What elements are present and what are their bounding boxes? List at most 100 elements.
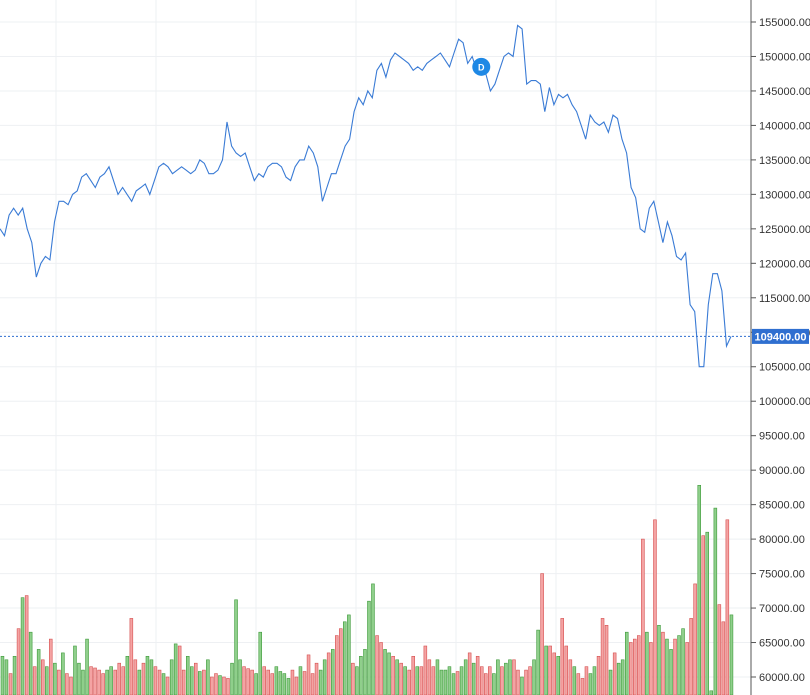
volume-bar [181, 669, 186, 695]
volume-bar [194, 662, 198, 695]
volume-bar [93, 667, 97, 695]
volume-bar [77, 662, 81, 695]
volume-bar [314, 662, 319, 695]
volume-bar [701, 535, 705, 695]
volume-bar [600, 618, 605, 695]
volume-bar [479, 666, 484, 695]
volume-bar [234, 599, 238, 695]
volume-bar [536, 629, 540, 695]
volume-bar [576, 673, 581, 695]
y-tick-label: 90000.00 [759, 465, 805, 477]
volume-bar [186, 655, 190, 695]
volume-bar [330, 649, 335, 695]
volume-bar [596, 655, 601, 695]
volume-bar [447, 666, 452, 695]
volume-bar [636, 635, 641, 695]
volume-bar [673, 638, 677, 695]
volume-bar [496, 659, 500, 695]
volume-bar [657, 624, 661, 695]
volume-bar [717, 604, 722, 695]
current-price-badge: 109400.00 [752, 328, 809, 344]
volume-bar [351, 662, 355, 695]
volume-bar [20, 597, 25, 695]
volume-bar [645, 631, 649, 695]
volume-bar [141, 662, 146, 695]
volume-bar [129, 618, 134, 695]
volume-bar [379, 642, 383, 695]
volume-bar [492, 673, 496, 695]
volume-bar [16, 628, 21, 695]
volume-bar [133, 659, 138, 695]
volume-bar [508, 659, 512, 695]
volume-bar [451, 673, 456, 695]
volume-bar [616, 662, 621, 695]
y-tick-label: 100000.00 [759, 396, 810, 408]
volume-bar [504, 662, 508, 695]
y-tick-label: 65000.00 [759, 638, 805, 650]
volume-bar [713, 507, 718, 695]
volume-bar [302, 671, 307, 695]
volume-bar [705, 531, 709, 695]
volume-bar [395, 659, 399, 695]
y-tick-label: 115000.00 [759, 293, 810, 305]
volume-bar [81, 669, 85, 695]
event-marker[interactable]: D [472, 57, 491, 76]
volume-bar [729, 614, 734, 695]
volume-bar [411, 655, 415, 695]
volume-bar [238, 659, 242, 695]
volume-bar [487, 666, 492, 695]
volume-bar [278, 671, 283, 695]
volume-bar [653, 519, 657, 695]
volume-bar [624, 631, 629, 695]
volume-bar [254, 673, 258, 695]
volume-bar [632, 638, 637, 695]
y-tick-label: 85000.00 [759, 500, 805, 512]
volume-bar [177, 645, 182, 695]
volume-bar [97, 669, 101, 695]
volume-bar [294, 676, 299, 695]
volume-bar [443, 669, 448, 695]
volume-bar [169, 659, 174, 695]
volume-bar [693, 583, 697, 695]
volume-bar [540, 573, 544, 695]
volume-bar [403, 666, 407, 695]
volume-bar [125, 655, 130, 695]
volume-bar [190, 666, 194, 695]
volume-bar [322, 659, 327, 695]
volume-bar [65, 673, 69, 695]
volume-bar [89, 666, 93, 695]
y-tick-label: 135000.00 [759, 155, 810, 167]
volume-bar [53, 662, 57, 695]
volume-bar [214, 673, 218, 695]
volume-bar [524, 669, 528, 695]
volume-bar [326, 652, 331, 695]
volume-bar [371, 583, 375, 695]
volume-bar [612, 652, 617, 695]
volume-bar [222, 676, 226, 695]
volume-bar [431, 666, 436, 695]
volume-bar [512, 659, 516, 695]
volume-bar [532, 659, 536, 695]
volume-bar [149, 659, 154, 695]
y-tick-label: 120000.00 [759, 258, 810, 270]
y-tick-label: 140000.00 [759, 120, 810, 132]
volume-bar [363, 649, 367, 695]
volume-bar [44, 666, 49, 695]
volume-bar [282, 673, 287, 695]
volume-bar [516, 669, 520, 695]
volume-bar [548, 645, 552, 695]
event-marker-circle[interactable] [472, 57, 491, 76]
volume-bar [57, 669, 61, 695]
volume-bar [206, 659, 210, 695]
volume-bar [105, 669, 109, 695]
volume-bar [173, 643, 178, 695]
volume-bar [665, 638, 669, 695]
volume-bar [61, 652, 65, 695]
volume-bar [592, 666, 597, 695]
volume-bar [475, 655, 480, 695]
volume-bar [604, 624, 609, 695]
volume-bar [274, 666, 279, 695]
volume-bar [544, 645, 548, 695]
volume-bar [290, 669, 295, 695]
